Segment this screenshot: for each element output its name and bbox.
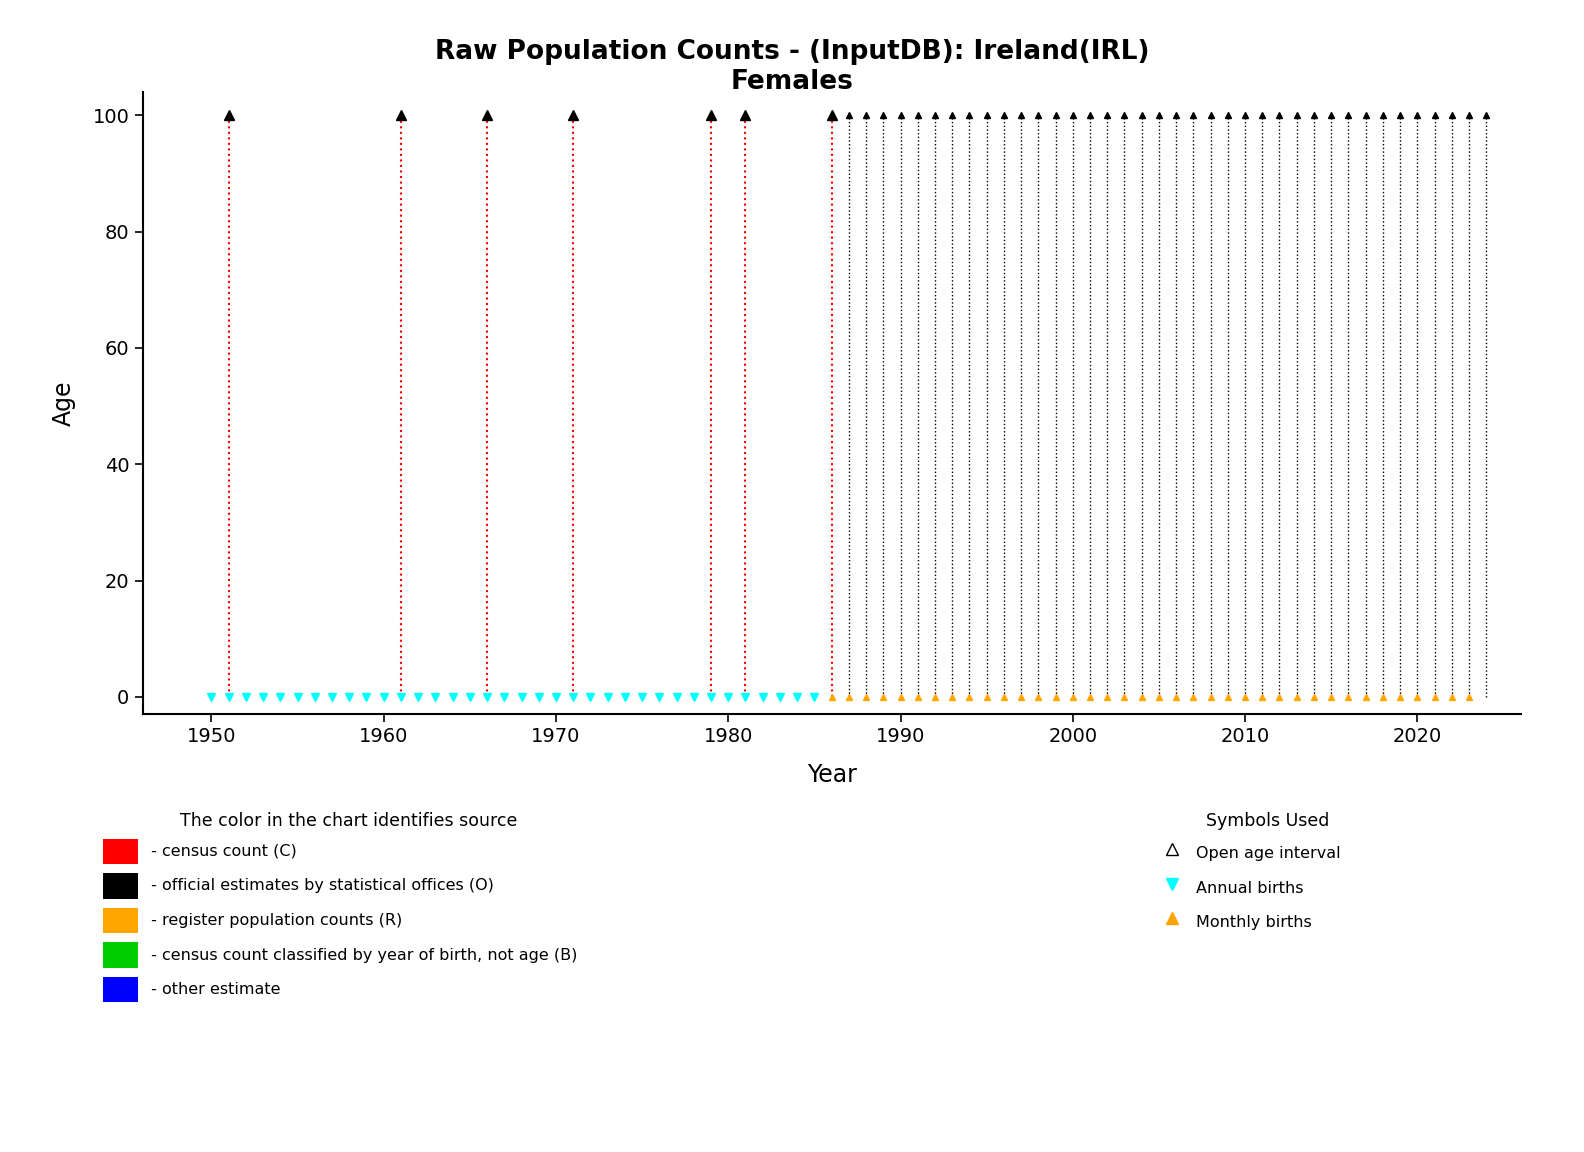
Text: The color in the chart identifies source: The color in the chart identifies source [181,812,516,831]
Text: Females: Females [730,69,854,96]
Text: - other estimate: - other estimate [146,982,280,998]
Text: - register population counts (R): - register population counts (R) [146,912,402,929]
Text: - census count (C): - census count (C) [146,843,296,859]
Text: Symbols Used: Symbols Used [1205,812,1329,831]
Text: - official estimates by statistical offices (O): - official estimates by statistical offi… [146,878,494,894]
Text: Monthly births: Monthly births [1196,915,1312,931]
Text: Annual births: Annual births [1196,880,1304,896]
Text: Raw Population Counts - (InputDB): Ireland(IRL): Raw Population Counts - (InputDB): Irela… [434,39,1150,66]
Y-axis label: Age: Age [52,380,76,426]
X-axis label: Year: Year [806,763,857,787]
Text: Open age interval: Open age interval [1196,846,1340,862]
Text: - census count classified by year of birth, not age (B): - census count classified by year of bir… [146,947,577,963]
